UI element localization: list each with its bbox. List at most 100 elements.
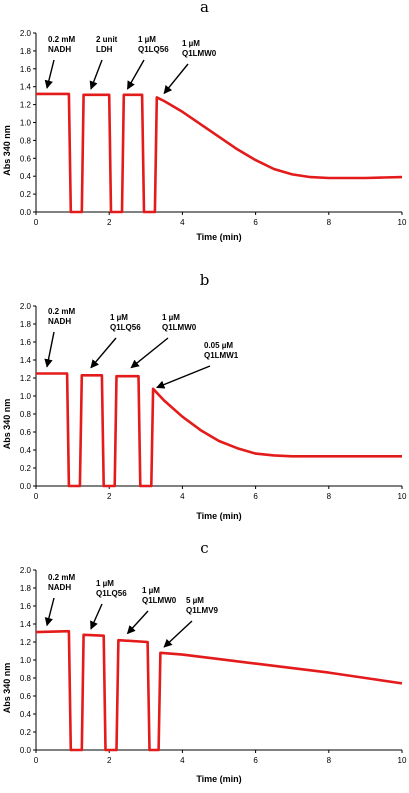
annotation-label: 5 µM (186, 596, 204, 605)
x-tick-label: 8 (327, 492, 332, 501)
y-tick-label: 2.0 (20, 566, 32, 575)
y-axis-label: Abs 340 nm (2, 399, 12, 450)
annotation-label: LDH (96, 45, 113, 54)
y-tick-label: 0.6 (20, 692, 32, 701)
annotation-arrow (163, 63, 189, 95)
y-tick-label: 1.8 (20, 47, 32, 56)
y-tick-label: 0.8 (20, 136, 32, 145)
y-tick-label: 1.0 (20, 392, 32, 401)
chart-panel-c: c 0.0 0.2 0.4 0.6 0.8 1.0 1.2 1.4 1.6 1.8 2.0 0 2 4 6 8 1… (2, 539, 407, 784)
y-tick-label: 0.0 (20, 482, 32, 491)
annotation-label: Q1LMW0 (142, 596, 177, 605)
x-axis-label: Time (min) (196, 511, 241, 521)
y-tick-label: 0.8 (20, 410, 32, 419)
panel-letter: c (200, 539, 208, 557)
annotation-label: 1 µM (182, 39, 200, 48)
annotation-arrow (90, 337, 117, 369)
annotation-label: Q1LQ56 (138, 45, 169, 54)
panel-letter: a (200, 0, 209, 16)
annotation-label: 1 µM (96, 579, 114, 588)
x-tick-label: 8 (327, 756, 332, 765)
y-tick-label: 0.8 (20, 674, 32, 683)
annotation-label: Q1LMW0 (182, 49, 217, 58)
annotation-label: 1 µM (142, 586, 160, 595)
y-tick-label: 1.2 (20, 638, 32, 647)
y-tick-label: 1.0 (20, 656, 32, 665)
x-tick-label: 6 (253, 218, 258, 227)
annotation-arrow (89, 59, 103, 90)
x-tick-label: 10 (398, 218, 407, 227)
annotation-arrow (126, 59, 145, 90)
annotation-label: NADH (48, 583, 71, 592)
annotation-arrow (126, 610, 149, 635)
y-tick-label: 1.6 (20, 338, 32, 347)
annotation-label: Q1LQ56 (96, 589, 127, 598)
x-axis-label: Time (min) (196, 232, 241, 242)
y-tick-label: 2.0 (20, 302, 32, 311)
y-axis-label: Abs 340 nm (2, 663, 12, 714)
y-tick-label: 1.8 (20, 320, 32, 329)
annotation-label: NADH (48, 317, 71, 326)
series-trace (36, 372, 402, 488)
y-tick-label: 0.2 (20, 464, 32, 473)
annotation-arrow (44, 597, 55, 627)
annotation-arrow (156, 365, 211, 389)
y-tick-label: 1.2 (20, 374, 32, 383)
x-tick-label: 2 (107, 218, 112, 227)
annotation-label: Q1LQ56 (110, 323, 141, 332)
annotation-label: Q1LMW1 (204, 351, 239, 360)
annotation-label: 1 µM (162, 313, 180, 322)
y-tick-label: 1.8 (20, 584, 32, 593)
y-axis-label: Abs 340 nm (2, 125, 12, 176)
panel-letter: b (200, 271, 210, 289)
x-tick-label: 0 (34, 756, 39, 765)
annotation-label: 0.05 µM (204, 341, 233, 350)
x-tick-label: 2 (107, 492, 112, 501)
y-tick-label: 1.4 (20, 83, 32, 92)
y-tick-label: 0.4 (20, 172, 32, 181)
y-tick-label: 0.4 (20, 446, 32, 455)
annotation-label: NADH (48, 45, 71, 54)
y-tick-label: 1.6 (20, 602, 32, 611)
chart-panel-b: b 0.0 0.2 0.4 0.6 0.8 1.0 1.2 1.4 1.6 1.8 2.0 0 2 4 6 8 1… (2, 271, 407, 521)
annotation-arrow (130, 337, 169, 369)
x-tick-label: 10 (398, 756, 407, 765)
annotation-label: 1 µM (110, 313, 128, 322)
y-tick-label: 0.2 (20, 190, 32, 199)
y-tick-label: 1.4 (20, 620, 32, 629)
x-tick-label: 6 (253, 756, 258, 765)
x-tick-label: 6 (253, 492, 258, 501)
annotation-arrow (163, 620, 193, 648)
annotation-label: Q1LMW0 (162, 323, 197, 332)
annotation-label: Q1LMV9 (186, 606, 219, 615)
x-tick-label: 4 (180, 492, 185, 501)
annotation-arrow (44, 331, 55, 368)
x-tick-label: 0 (34, 492, 39, 501)
y-tick-label: 1.2 (20, 101, 32, 110)
annotation-label: 0.2 mM (48, 307, 75, 316)
y-tick-label: 1.6 (20, 65, 32, 74)
y-tick-label: 0.6 (20, 154, 32, 163)
annotation-arrow (44, 59, 55, 89)
annotation-label: 0.2 mM (48, 573, 75, 582)
series-trace (35, 629, 403, 752)
x-tick-label: 8 (327, 218, 332, 227)
x-tick-label: 0 (34, 218, 39, 227)
annotation-label: 0.2 mM (48, 35, 75, 44)
x-axis-label: Time (min) (196, 774, 241, 784)
y-tick-label: 1.0 (20, 119, 32, 128)
y-tick-label: 1.4 (20, 356, 32, 365)
chart-panel-a: a 0.0 0.2 0.4 0.6 0.8 1.0 1.2 1.4 1.6 1.8 2.0 0 2 4 6 8 1… (2, 0, 407, 242)
annotation-label: 1 µM (138, 35, 156, 44)
series-trace (36, 92, 403, 214)
x-tick-label: 4 (180, 218, 185, 227)
x-tick-label: 10 (398, 492, 407, 501)
annotation-arrow (90, 603, 103, 630)
y-tick-label: 0.4 (20, 710, 32, 719)
x-tick-label: 4 (180, 756, 185, 765)
y-tick-label: 0.0 (20, 746, 32, 755)
y-tick-label: 2.0 (20, 29, 32, 38)
annotation-label: 2 unit (96, 35, 118, 44)
y-tick-label: 0.0 (20, 208, 32, 217)
